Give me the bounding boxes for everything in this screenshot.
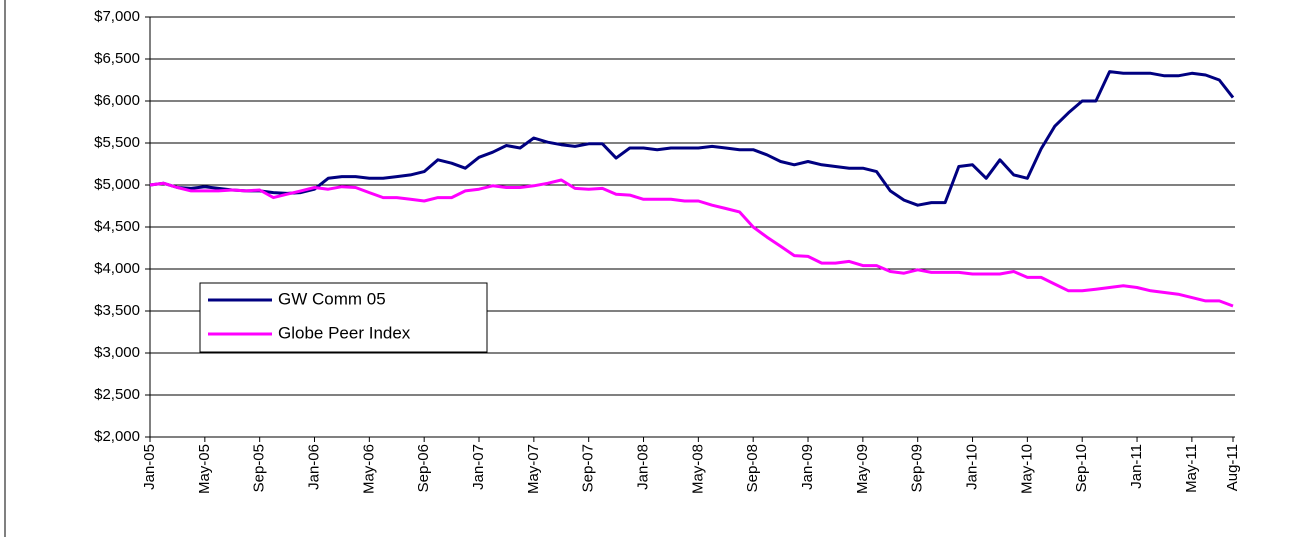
y-tick-label: $5,000	[94, 176, 140, 193]
y-tick-label: $2,000	[94, 428, 140, 445]
x-tick-label: Sep-07	[580, 444, 597, 492]
x-tick-label: May-10	[1018, 444, 1035, 494]
x-tick-label: Jan-10	[964, 444, 981, 490]
y-tick-label: $4,500	[94, 218, 140, 235]
x-tick-label: Sep-10	[1073, 444, 1090, 492]
x-tick-label: Jan-05	[141, 444, 158, 490]
y-tick-label: $3,500	[94, 302, 140, 319]
x-tick-label: Sep-08	[744, 444, 761, 492]
y-tick-label: $5,500	[94, 134, 140, 151]
y-tick-label: $6,000	[94, 92, 140, 109]
x-tick-label: Jan-06	[305, 444, 322, 490]
x-tick-label: May-06	[360, 444, 377, 494]
series-line	[149, 178, 1234, 308]
y-tick-label: $2,500	[94, 386, 140, 403]
legend-label: GW Comm 05	[278, 289, 386, 308]
legend-box	[199, 282, 488, 353]
x-tick-label: May-07	[525, 444, 542, 494]
x-tick-label: Jan-08	[634, 444, 651, 490]
y-tick-label: $4,000	[94, 260, 140, 277]
x-tick-label: Aug-11	[1224, 444, 1241, 491]
x-tick-label: Sep-06	[415, 444, 432, 492]
x-tick-label: May-05	[196, 444, 213, 494]
y-tick-label: $7,000	[94, 8, 140, 25]
x-tick-label: Jan-07	[470, 444, 487, 490]
x-tick-label: May-08	[689, 444, 706, 494]
series-line	[149, 70, 1235, 207]
y-tick-label: $6,500	[94, 50, 140, 67]
y-tick-label: $3,000	[94, 344, 140, 361]
x-tick-label: May-11	[1183, 444, 1200, 493]
x-tick-label: Jan-11	[1128, 444, 1145, 489]
x-tick-label: Sep-05	[251, 444, 268, 492]
x-tick-label: Sep-09	[909, 444, 926, 492]
legend-label: Globe Peer Index	[278, 323, 411, 342]
x-tick-label: Jan-09	[799, 444, 816, 490]
x-tick-label: May-09	[854, 444, 871, 494]
